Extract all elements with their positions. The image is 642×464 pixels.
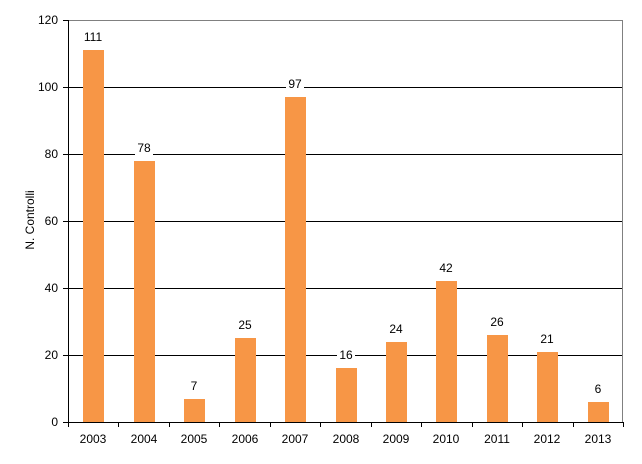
x-tick-mark [68,422,69,427]
x-tick-label: 2011 [484,432,510,446]
bar-2005 [184,399,205,422]
x-axis [68,422,624,423]
data-label: 21 [538,332,556,346]
y-tick-mark [63,355,68,356]
x-tick-label: 2010 [432,432,460,446]
data-label: 16 [337,348,355,362]
x-tick-label: 2009 [382,432,410,446]
bar-2003 [83,50,104,422]
x-tick-label: 2012 [533,432,561,446]
y-tick-label: 100 [37,80,58,94]
data-label: 26 [488,315,506,329]
bar-2007 [285,97,306,422]
data-label: 42 [437,261,455,275]
x-tick-mark [472,422,473,427]
y-tick-label: 80 [44,147,58,161]
x-tick-mark [573,422,574,427]
x-tick-label: 2004 [130,432,158,446]
y-tick-mark [63,422,68,423]
data-label: 97 [286,77,304,91]
y-tick-label: 40 [44,281,58,295]
plot-area [68,20,623,422]
bar-2008 [336,368,357,422]
bar-2009 [386,342,407,422]
x-tick-mark [118,422,119,427]
x-tick-label: 2013 [584,432,612,446]
bar-2013 [588,402,609,422]
x-tick-mark [169,422,170,427]
bar-2011 [487,335,508,422]
data-label: 25 [236,318,254,332]
y-tick-mark [63,221,68,222]
gridline [68,87,623,88]
x-tick-label: 2008 [332,432,360,446]
x-tick-label: 2005 [180,432,208,446]
x-tick-mark [270,422,271,427]
bar-2006 [235,338,256,422]
y-tick-label: 0 [51,415,58,429]
x-tick-mark [522,422,523,427]
gridline [68,154,623,155]
y-tick-mark [63,288,68,289]
data-label: 7 [188,379,200,393]
y-tick-mark [63,87,68,88]
x-tick-label: 2007 [281,432,309,446]
gridline [68,221,623,222]
bar-2010 [436,281,457,422]
x-tick-label: 2003 [79,432,107,446]
data-label: 6 [592,382,604,396]
x-tick-mark [320,422,321,427]
bar-2004 [134,161,155,422]
y-tick-label: 20 [44,348,58,362]
y-tick-label: 120 [37,13,58,27]
x-tick-mark [421,422,422,427]
bar-2012 [537,352,558,422]
y-axis [68,20,69,423]
data-label: 24 [387,322,405,336]
y-tick-mark [63,154,68,155]
y-tick-label: 60 [44,214,58,228]
data-label: 111 [81,30,105,44]
x-tick-mark [219,422,220,427]
x-tick-mark [371,422,372,427]
x-tick-mark [623,422,624,427]
gridline [68,288,623,289]
y-tick-mark [63,20,68,21]
data-label: 78 [135,141,153,155]
x-tick-label: 2006 [231,432,259,446]
